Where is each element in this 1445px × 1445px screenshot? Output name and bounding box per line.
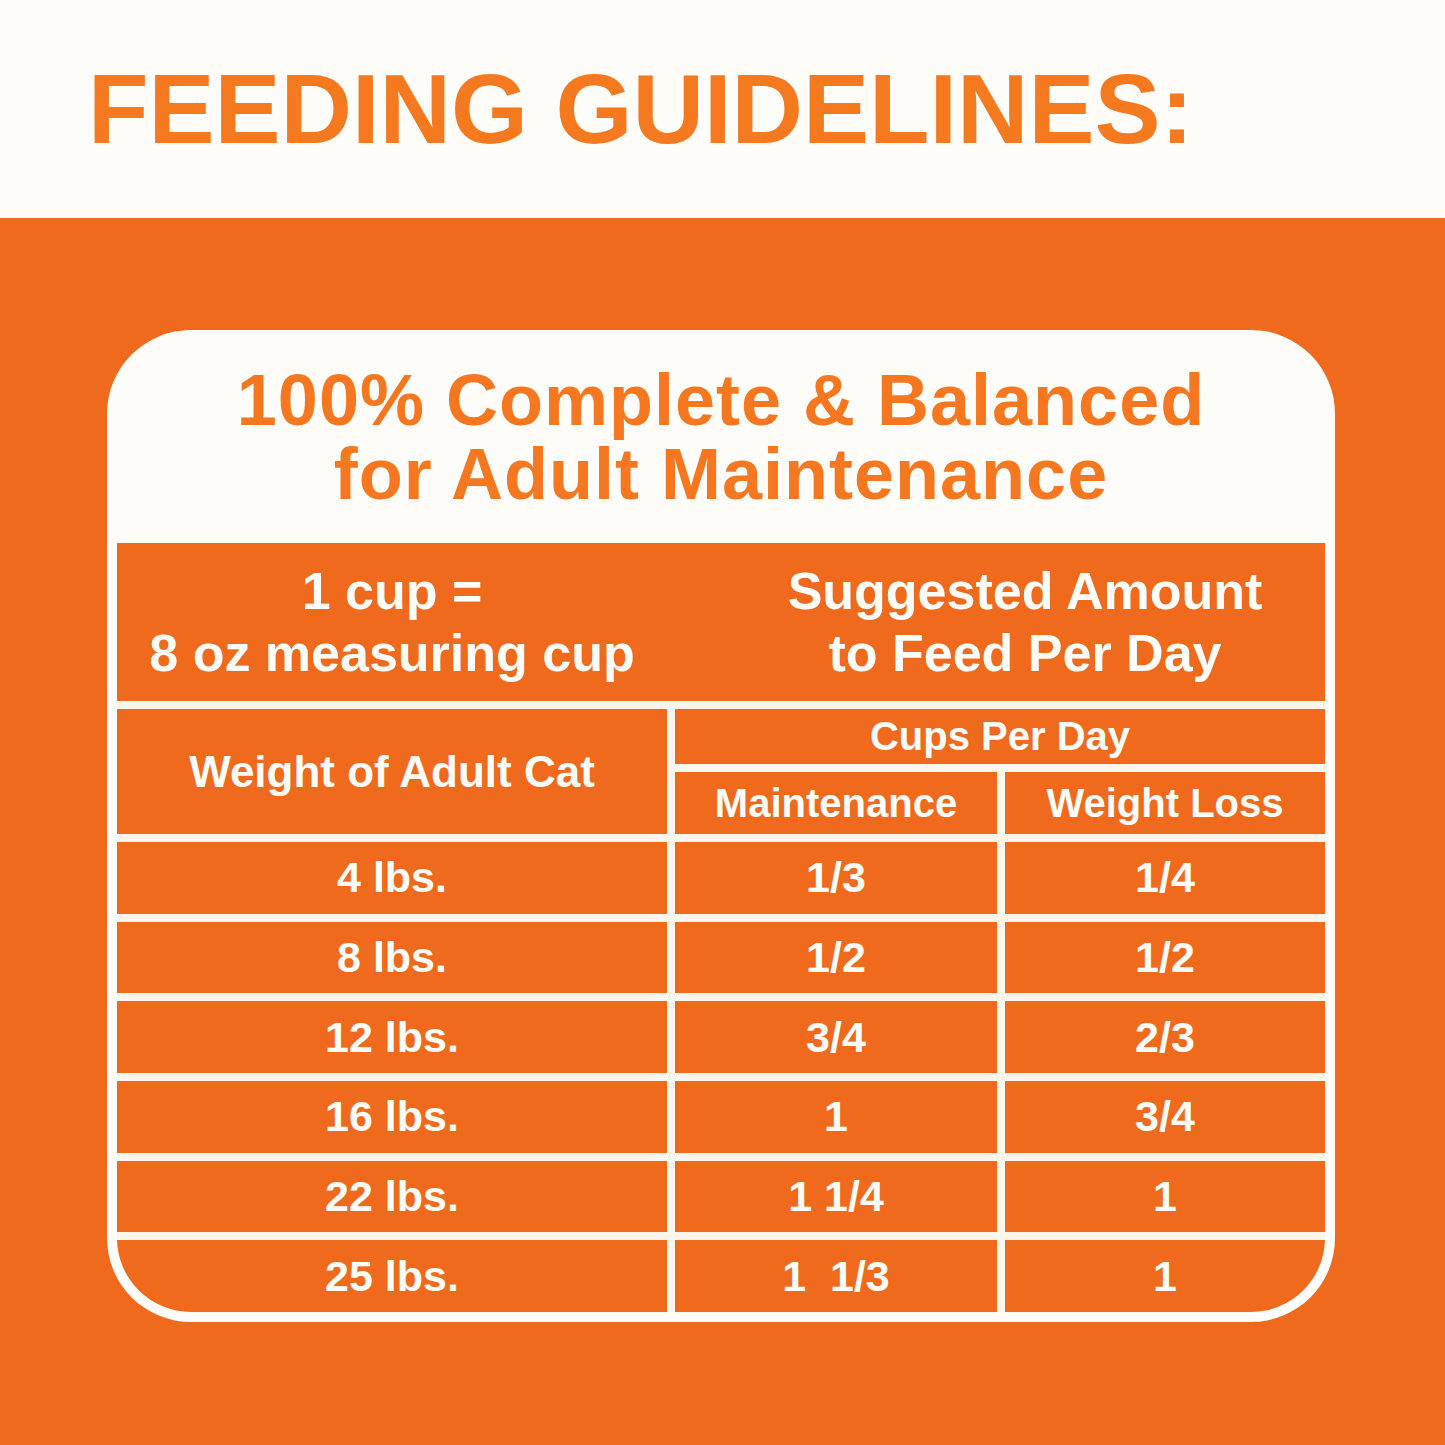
weight-column-header: Weight of Adult Cat	[117, 709, 667, 834]
cup-note-line2: 8 oz measuring cup	[149, 622, 634, 684]
weight-loss-cell: 1	[1005, 1240, 1325, 1312]
cup-note: 1 cup = 8 oz measuring cup	[117, 543, 667, 701]
suggested-amount-note: Suggested Amount to Feed Per Day	[667, 543, 1325, 701]
maintenance-cell: 1/2	[675, 922, 997, 994]
card-heading-line1: 100% Complete & Balanced	[237, 363, 1205, 437]
maintenance-cell: 3/4	[675, 1001, 997, 1073]
top-band: FEEDING GUIDELINES:	[0, 0, 1445, 218]
weight-cell: 8 lbs.	[117, 922, 667, 994]
cups-per-day-header: Cups Per Day	[675, 709, 1325, 764]
weight-loss-cell: 2/3	[1005, 1001, 1325, 1073]
maintenance-column-header: Maintenance	[675, 772, 997, 834]
feeding-table: 1 cup = 8 oz measuring cup Suggested Amo…	[117, 543, 1325, 1312]
table-row: 16 lbs. 1 3/4	[117, 1081, 1325, 1153]
maintenance-cell: 1 1/4	[675, 1161, 997, 1233]
weight-loss-cell: 1/2	[1005, 922, 1325, 994]
table-row: 12 lbs. 3/4 2/3	[117, 1001, 1325, 1073]
table-row: 22 lbs. 1 1/4 1	[117, 1161, 1325, 1233]
weight-cell: 12 lbs.	[117, 1001, 667, 1073]
cups-subheaders: Maintenance Weight Loss	[675, 772, 1325, 834]
weight-cell: 16 lbs.	[117, 1081, 667, 1153]
card-heading-line2: for Adult Maintenance	[334, 437, 1108, 511]
table-header-row: Weight of Adult Cat Cups Per Day Mainten…	[117, 709, 1325, 834]
weight-cell: 4 lbs.	[117, 842, 667, 914]
weight-loss-column-header: Weight Loss	[1005, 772, 1325, 834]
table-row: 8 lbs. 1/2 1/2	[117, 922, 1325, 994]
table-row: 4 lbs. 1/3 1/4	[117, 842, 1325, 914]
feeding-card: 100% Complete & Balanced for Adult Maint…	[107, 330, 1335, 1322]
weight-cell: 25 lbs.	[117, 1240, 667, 1312]
suggested-amount-line2: to Feed Per Day	[828, 622, 1221, 684]
weight-cell: 22 lbs.	[117, 1161, 667, 1233]
card-heading: 100% Complete & Balanced for Adult Maint…	[107, 330, 1335, 543]
table-info-row: 1 cup = 8 oz measuring cup Suggested Amo…	[117, 543, 1325, 701]
maintenance-cell: 1/3	[675, 842, 997, 914]
cup-note-line1: 1 cup =	[302, 560, 483, 622]
orange-background: 100% Complete & Balanced for Adult Maint…	[0, 218, 1445, 1445]
weight-loss-cell: 3/4	[1005, 1081, 1325, 1153]
suggested-amount-line1: Suggested Amount	[788, 560, 1263, 622]
cups-header-block: Cups Per Day Maintenance Weight Loss	[675, 709, 1325, 834]
weight-loss-cell: 1/4	[1005, 842, 1325, 914]
maintenance-cell: 1 1/3	[675, 1240, 997, 1312]
table-row: 25 lbs. 1 1/3 1	[117, 1240, 1325, 1312]
maintenance-cell: 1	[675, 1081, 997, 1153]
page-title: FEEDING GUIDELINES:	[88, 52, 1194, 166]
weight-loss-cell: 1	[1005, 1161, 1325, 1233]
